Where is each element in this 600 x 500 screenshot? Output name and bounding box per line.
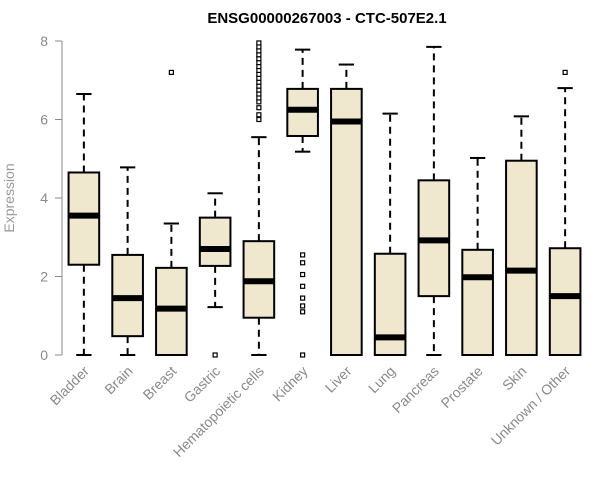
x-tick-label: Unknown / Other xyxy=(488,363,574,449)
box-hematopoietic-cells xyxy=(242,40,276,356)
outlier-point xyxy=(256,105,262,111)
outlier-point xyxy=(168,69,174,76)
iqr-box xyxy=(461,248,494,356)
box-bladder xyxy=(67,92,101,356)
iqr-box xyxy=(198,216,232,267)
x-tick-label: Breast xyxy=(140,363,180,403)
outlier-point xyxy=(256,112,262,118)
outlier-point xyxy=(300,260,306,266)
outlier-point xyxy=(562,69,568,76)
iqr-box xyxy=(330,87,363,356)
boxes-layer xyxy=(67,40,582,358)
x-tick-label: Skin xyxy=(499,363,530,394)
x-tick-label: Brain xyxy=(101,363,135,397)
y-tick-label: 0 xyxy=(40,347,48,363)
outlier-point xyxy=(256,116,262,123)
outlier-point xyxy=(300,309,306,315)
x-tick-label: Prostate xyxy=(438,363,486,411)
box-unknown-other xyxy=(548,69,582,357)
iqr-box xyxy=(505,159,538,356)
x-tick-label: Kidney xyxy=(269,363,311,405)
box-kidney xyxy=(286,48,319,358)
outlier-point xyxy=(256,40,262,46)
x-tick-label: Bladder xyxy=(47,363,93,409)
outlier-point xyxy=(300,271,306,278)
box-gastric xyxy=(198,192,232,358)
y-tick-label: 6 xyxy=(40,112,48,128)
box-lung xyxy=(373,112,407,356)
x-tick-label: Lung xyxy=(365,363,398,396)
iqr-box xyxy=(548,247,582,357)
x-tick-label: Gastric xyxy=(181,363,224,406)
x-tick-label: Pancreas xyxy=(389,363,442,416)
y-axis: 0 2 4 6 8 xyxy=(40,33,63,363)
box-liver xyxy=(330,63,363,356)
outlier-point xyxy=(300,295,306,301)
box-prostate xyxy=(461,156,494,356)
outlier-point xyxy=(300,352,306,358)
y-axis-label: Expression xyxy=(1,163,17,232)
chart-title: ENSG00000267003 - CTC-507E2.1 xyxy=(207,10,446,27)
box-pancreas xyxy=(417,45,451,356)
outlier-point xyxy=(300,283,306,289)
y-tick-label: 8 xyxy=(40,33,48,49)
box-brain xyxy=(111,166,144,356)
outlier-point xyxy=(212,352,218,358)
outlier-point xyxy=(300,303,306,309)
outlier-point xyxy=(300,252,306,258)
x-tick-label: Liver xyxy=(322,363,355,396)
box-breast xyxy=(155,69,188,356)
y-tick-label: 2 xyxy=(40,269,48,285)
box-skin xyxy=(505,115,538,356)
y-tick-label: 4 xyxy=(40,190,48,206)
